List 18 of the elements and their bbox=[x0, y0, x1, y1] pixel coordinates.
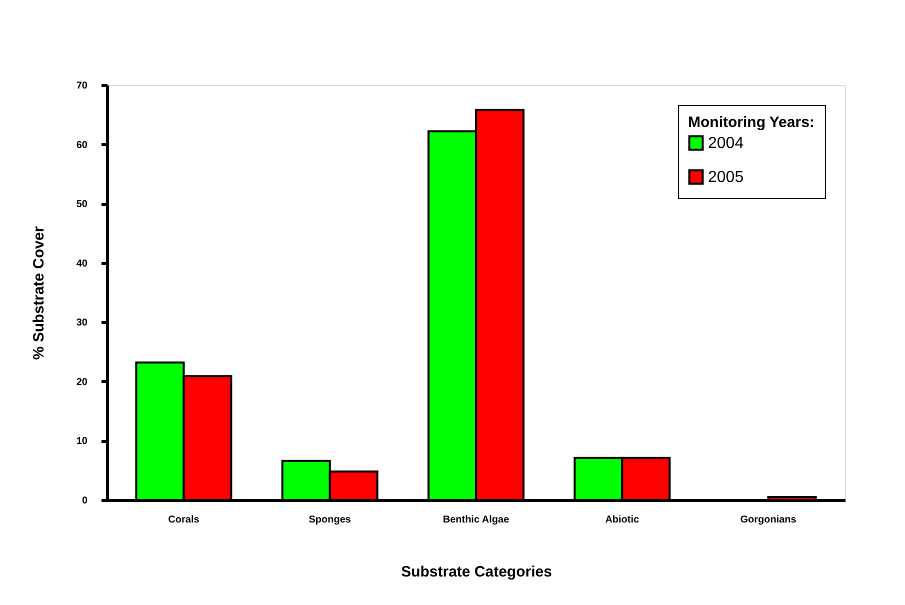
legend-label: 2004 bbox=[708, 135, 744, 152]
x-axis-title: Substrate Categories bbox=[401, 564, 552, 580]
y-tick-label: 50 bbox=[76, 199, 88, 210]
x-tick-label: Sponges bbox=[308, 514, 352, 526]
y-tick-label: 20 bbox=[76, 376, 88, 388]
y-tick-label: 40 bbox=[76, 258, 88, 270]
y-tick-label: 10 bbox=[76, 436, 88, 448]
y-tick-label: 70 bbox=[76, 80, 88, 92]
y-tick-label: 30 bbox=[76, 318, 88, 329]
y-tick-label: 60 bbox=[76, 140, 88, 151]
y-axis-title: % Substrate Cover bbox=[30, 226, 48, 360]
legend-title: Monitoring Years: bbox=[688, 114, 814, 131]
x-tick-label: Gorgonians bbox=[740, 514, 797, 526]
x-tick-label: Corals bbox=[168, 514, 200, 526]
x-tick-label: Abiotic bbox=[605, 514, 640, 526]
x-tick-label: Benthic Algae bbox=[442, 514, 510, 526]
y-tick-label: 0 bbox=[82, 496, 88, 506]
legend-label: 2005 bbox=[708, 169, 744, 186]
